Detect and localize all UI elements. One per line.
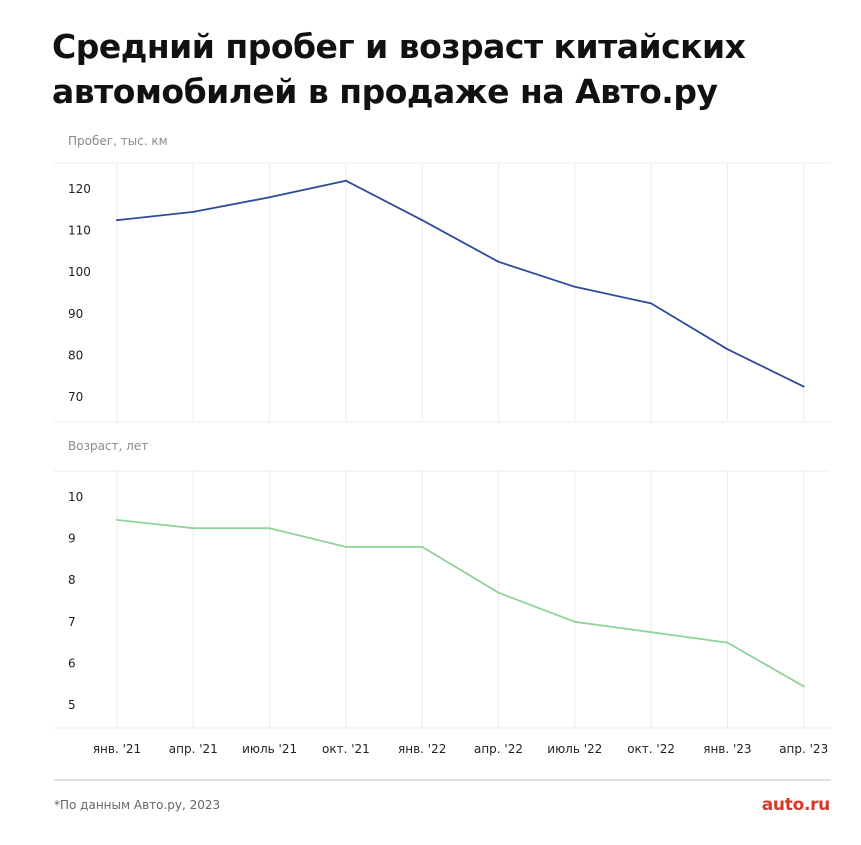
- data-point: [497, 591, 500, 594]
- x-tick-label: янв. '23: [703, 742, 751, 756]
- y-axis-label: Возраст, лет: [68, 439, 148, 453]
- data-point: [802, 685, 805, 688]
- x-tick-label: апр. '22: [474, 742, 523, 756]
- y-tick-label: 100: [68, 265, 91, 279]
- y-tick-label: 9: [68, 532, 76, 546]
- y-tick-label: 6: [68, 656, 76, 670]
- series-line: [116, 519, 805, 688]
- y-tick-label: 90: [68, 307, 83, 321]
- y-tick-label: 80: [68, 348, 83, 362]
- data-point: [573, 285, 576, 288]
- data-point: [421, 546, 424, 548]
- y-tick-label: 120: [68, 182, 91, 196]
- x-tick-label: июль '22: [547, 742, 602, 756]
- y-axis-label: Пробег, тыс. км: [68, 134, 168, 148]
- data-point: [192, 527, 195, 530]
- data-point: [650, 302, 652, 305]
- data-point: [116, 518, 118, 521]
- x-tick-label: янв. '21: [93, 742, 141, 756]
- chart-title: Средний пробег и возраст китайских автом…: [52, 27, 746, 111]
- data-point: [802, 385, 805, 388]
- data-point: [573, 620, 576, 623]
- y-tick-label: 8: [68, 573, 76, 587]
- data-point: [345, 179, 347, 182]
- data-point: [116, 219, 118, 222]
- data-point: [497, 260, 500, 263]
- y-tick-label: 70: [68, 390, 83, 404]
- x-tick-label: апр. '23: [779, 742, 828, 756]
- y-tick-label: 5: [68, 698, 76, 712]
- x-tick-label: янв. '22: [398, 742, 446, 756]
- data-point: [726, 348, 729, 351]
- source-footnote: *По данным Авто.ру, 2023: [54, 798, 221, 812]
- data-point: [421, 219, 424, 222]
- auto-ru-logo[interactable]: auto.ru: [761, 795, 831, 815]
- data-point: [268, 527, 271, 530]
- data-point: [726, 641, 729, 644]
- x-tick-label: июль '21: [242, 742, 297, 756]
- x-axis: янв. '21 апр. '21 июль '21 окт. '21 янв. '22…: [93, 742, 828, 756]
- y-tick-label: 7: [68, 615, 76, 629]
- x-tick-label: окт. '21: [322, 742, 370, 756]
- y-tick-label: 110: [68, 224, 91, 238]
- mileage-panel: Пробег, тыс. км 70 80 90 100 110 120: [54, 134, 830, 423]
- series-line: [116, 179, 805, 388]
- data-point: [192, 210, 195, 213]
- age-panel: Возраст, лет 5 6 7 8 9 10: [54, 439, 830, 729]
- data-point: [650, 631, 652, 634]
- x-tick-label: апр. '21: [169, 742, 218, 756]
- data-point: [268, 196, 271, 199]
- data-point: [345, 546, 347, 548]
- x-tick-label: окт. '22: [627, 742, 675, 756]
- y-tick-label: 10: [68, 490, 83, 504]
